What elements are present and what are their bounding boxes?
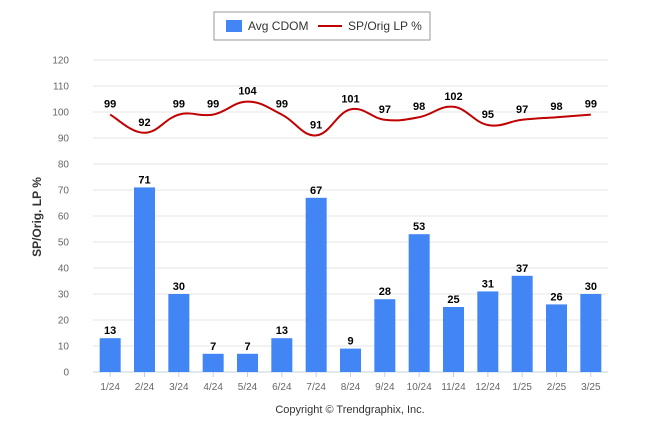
bar-avg-cdom: [340, 348, 361, 372]
bar-avg-cdom: [134, 187, 155, 372]
bar-data-label: 28: [379, 286, 391, 298]
y-tick-label-80: 80: [58, 160, 70, 171]
bar-avg-cdom: [305, 197, 327, 372]
bar-data-label: 30: [585, 281, 597, 293]
bars-avg-cdom: [99, 187, 602, 372]
line-data-label: 99: [585, 99, 597, 111]
x-axis-ticks: 1/24 2/24 3/24 4/24 5/24 6/24 7/24 8/24 9/24 10/2…: [100, 372, 601, 393]
y-tick-label-60: 60: [58, 212, 70, 223]
bar-data-label: 13: [104, 325, 116, 337]
y-tick-label-120: 120: [52, 56, 69, 67]
bar-data-label: 9: [347, 336, 353, 348]
x-tick-label: 5/24: [238, 382, 258, 393]
line-data-label: 99: [173, 99, 185, 111]
line-data-label: 97: [516, 104, 528, 116]
bar-data-label: 37: [516, 263, 528, 275]
bar-avg-cdom: [443, 307, 464, 372]
x-tick-label: 11/24: [441, 382, 466, 393]
x-tick-label: 9/24: [375, 382, 395, 393]
line-data-label: 104: [238, 86, 257, 98]
bar-avg-cdom: [477, 291, 499, 372]
y-tick-label-70: 70: [58, 186, 70, 197]
bar-data-label: 67: [310, 185, 322, 197]
x-tick-label: 12/24: [475, 382, 500, 393]
y-tick-label-0: 0: [63, 368, 69, 379]
line-data-label: 98: [550, 101, 562, 113]
y-tick-label-110: 110: [53, 82, 69, 93]
line-data-label: 98: [413, 101, 425, 113]
line-data-label: 99: [276, 99, 288, 111]
bar-avg-cdom: [511, 275, 533, 372]
x-tick-label: 4/24: [203, 382, 223, 393]
x-tick-label: 2/24: [135, 382, 155, 393]
y-tick-label-40: 40: [58, 264, 70, 275]
x-tick-label: 1/25: [512, 382, 532, 393]
bar-data-label: 25: [447, 294, 459, 306]
y-tick-label-30: 30: [58, 290, 70, 301]
x-tick-label: 1/24: [100, 382, 120, 393]
x-tick-label: 2/25: [547, 382, 567, 393]
line-data-labels: 99 92 99 99 104 99 91 101 97 98 102 95 97 98 99: [104, 86, 597, 132]
bar-avg-cdom: [271, 338, 293, 372]
legend-swatch-avg-cdom: [226, 20, 242, 32]
y-axis-title: SP/Orig. LP %: [30, 177, 44, 257]
y-axis-ticks: 0 10 20 30 40 50 60 70 80 90 100 110 120: [52, 56, 69, 379]
x-tick-label: 6/24: [272, 382, 292, 393]
bar-avg-cdom: [202, 353, 224, 372]
bar-avg-cdom: [408, 234, 430, 372]
x-tick-label: 7/24: [306, 382, 326, 393]
y-tick-label-90: 90: [58, 134, 70, 145]
line-data-label: 101: [341, 93, 359, 105]
bar-avg-cdom: [168, 294, 190, 372]
y-tick-label-100: 100: [52, 108, 69, 119]
bar-data-label: 71: [138, 174, 150, 186]
legend-label-sp-orig: SP/Orig LP %: [348, 19, 422, 33]
bar-data-label: 53: [413, 221, 425, 233]
line-path-sp-orig: [109, 100, 591, 137]
bar-data-label: 7: [244, 341, 250, 353]
bar-data-label: 7: [210, 341, 216, 353]
y-tick-label-50: 50: [58, 238, 70, 249]
x-tick-label: 3/24: [169, 382, 189, 393]
line-data-label: 99: [207, 99, 219, 111]
line-data-label: 99: [104, 99, 116, 111]
bar-data-label: 26: [550, 291, 562, 303]
line-data-label: 91: [310, 119, 322, 131]
line-data-label: 92: [138, 117, 150, 129]
copyright-credit: Copyright © Trendgraphix, Inc.: [275, 404, 424, 416]
y-tick-label-20: 20: [58, 316, 70, 327]
legend: Avg CDOM SP/Orig LP %: [213, 11, 431, 41]
y-tick-label-10: 10: [58, 342, 70, 353]
bar-data-label: 30: [173, 281, 185, 293]
bar-avg-cdom: [546, 304, 567, 372]
legend-label-avg-cdom: Avg CDOM: [248, 19, 308, 33]
bar-avg-cdom: [374, 299, 396, 372]
bar-avg-cdom: [99, 338, 121, 372]
line-sp-orig: [109, 100, 591, 137]
bar-data-labels: 13 71 30 7 7 13 67 9 28 53 25 31 37 26 30: [104, 174, 597, 352]
bar-data-label: 31: [482, 278, 494, 290]
line-data-label: 102: [444, 91, 462, 103]
x-tick-label: 8/24: [341, 382, 361, 393]
line-data-label: 97: [379, 104, 391, 116]
line-data-label: 95: [482, 109, 494, 121]
bar-avg-cdom: [237, 353, 258, 372]
bar-avg-cdom: [580, 294, 602, 372]
x-tick-label: 3/25: [581, 382, 601, 393]
x-tick-label: 10/24: [407, 382, 432, 393]
bar-data-label: 13: [276, 325, 288, 337]
